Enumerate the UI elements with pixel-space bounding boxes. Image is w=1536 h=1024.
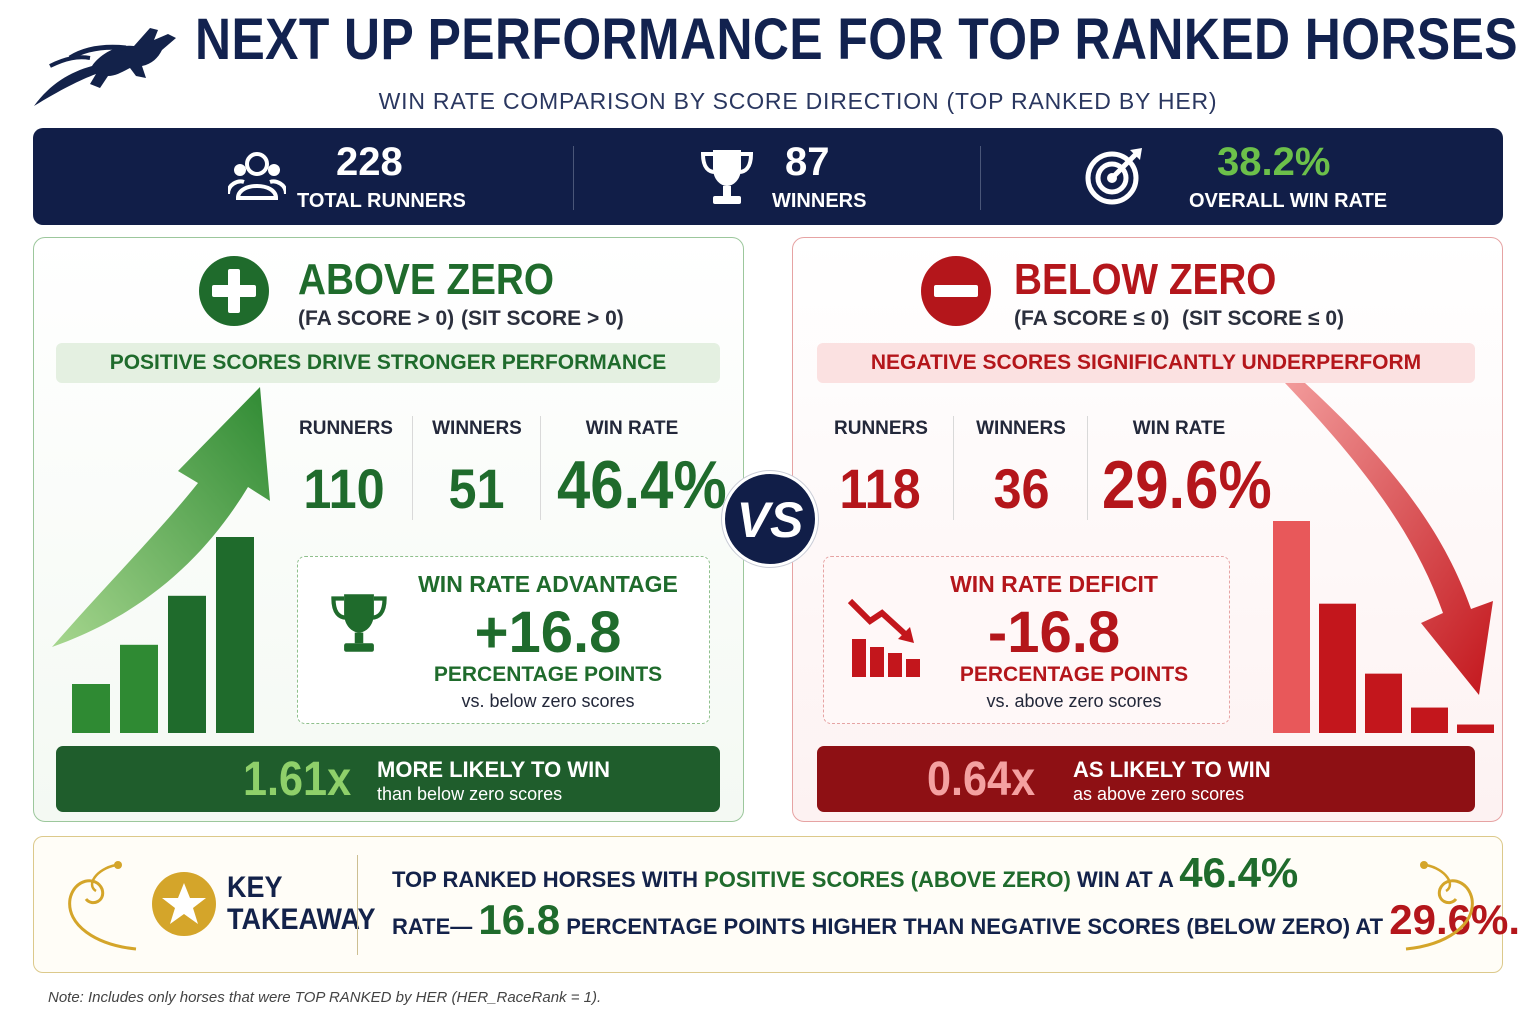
takeaway-title-1: KEY <box>227 871 283 904</box>
above-winrate-value: 46.4% <box>557 447 727 523</box>
total-runners-value: 228 <box>336 140 403 184</box>
above-multiplier-label: MORE LIKELY TO WIN <box>377 757 611 782</box>
takeaway-difference: 16.8 <box>478 896 561 943</box>
below-criteria-fa: (FA SCORE ≤ 0) <box>1014 307 1170 330</box>
above-col-runners: RUNNERS <box>299 418 393 439</box>
divider <box>412 416 413 520</box>
divider <box>540 416 541 520</box>
divider <box>1087 416 1088 520</box>
above-bar <box>168 595 206 733</box>
above-criteria-fa: (FA SCORE > 0) <box>298 307 455 330</box>
deficit-value: -16.8 <box>987 600 1121 665</box>
below-bar <box>1365 673 1402 733</box>
trophy-icon <box>326 590 392 661</box>
below-bar <box>1273 521 1310 733</box>
page-subtitle: WIN RATE COMPARISON BY SCORE DIRECTION (… <box>378 88 1218 114</box>
horse-logo-icon <box>30 14 180 110</box>
advantage-value: +16.8 <box>474 600 622 665</box>
above-bar <box>120 644 158 733</box>
minus-circle-icon <box>920 255 992 332</box>
key-takeaway-panel: KEY TAKEAWAY TOP RANKED HORSES WITH POSI… <box>33 836 1520 973</box>
total-runners-label: TOTAL RUNNERS <box>297 190 466 212</box>
plus-circle-icon <box>198 255 270 332</box>
above-runners-value: 110 <box>303 457 385 520</box>
takeaway-title-2: TAKEAWAY <box>227 903 376 936</box>
below-winrate-value: 29.6% <box>1102 447 1272 523</box>
target-icon <box>1084 144 1146 211</box>
below-winners-value: 36 <box>993 457 1050 520</box>
divider <box>980 146 981 210</box>
below-multiplier-bar: 0.64x AS LIKELY TO WIN as above zero sco… <box>817 746 1475 812</box>
below-banner: NEGATIVE SCORES SIGNIFICANTLY UNDERPERFO… <box>817 343 1475 383</box>
stat-total-runners: 228 TOTAL RUNNERS <box>33 128 573 225</box>
below-bar <box>1411 707 1448 733</box>
footnote: Note: Includes only horses that were TOP… <box>48 989 602 1006</box>
summary-bar: 228 TOTAL RUNNERS 87 WINNERS <box>33 128 1503 225</box>
above-winners-value: 51 <box>448 457 505 520</box>
below-multiplier-label: AS LIKELY TO WIN <box>1073 757 1271 782</box>
above-bar <box>216 537 254 733</box>
advantage-title: WIN RATE ADVANTAGE <box>418 571 678 597</box>
vs-badge: VS <box>722 471 818 567</box>
takeaway-text: WIN AT A <box>1070 867 1180 892</box>
chart-down-icon <box>847 595 922 684</box>
takeaway-above-rate: 46.4% <box>1179 849 1299 896</box>
rising-arrow-chart <box>52 387 270 733</box>
below-bar <box>1319 603 1356 733</box>
above-multiplier-value: 1.61x <box>243 753 352 806</box>
divider <box>573 146 574 210</box>
page-title: NEXT UP PERFORMANCE FOR TOP RANKED HORSE… <box>195 7 1518 72</box>
takeaway-below-rate: 29.6%. <box>1389 896 1520 943</box>
flourish-left-icon <box>68 861 137 951</box>
takeaway-text: PERCENTAGE POINTS HIGHER THAN NEGATIVE S… <box>560 914 1390 939</box>
above-col-winners: WINNERS <box>432 418 522 439</box>
win-rate-advantage-box: WIN RATE ADVANTAGE +16.8 PERCENTAGE POIN… <box>297 556 710 724</box>
takeaway-line-2: RATE— 16.8 PERCENTAGE POINTS HIGHER THAN… <box>392 896 1520 944</box>
takeaway-text: RATE— <box>392 914 479 939</box>
deficit-title: WIN RATE DEFICIT <box>950 571 1158 597</box>
above-banner: POSITIVE SCORES DRIVE STRONGER PERFORMAN… <box>56 343 720 383</box>
winners-label: WINNERS <box>772 190 867 212</box>
takeaway-line-1: TOP RANKED HORSES WITH POSITIVE SCORES (… <box>392 849 1298 897</box>
below-multiplier-sub: as above zero scores <box>1073 784 1245 804</box>
below-zero-panel: BELOW ZERO (FA SCORE ≤ 0) (SIT SCORE ≤ 0… <box>792 237 1503 822</box>
divider <box>953 416 954 520</box>
above-col-winrate: WIN RATE <box>585 418 679 439</box>
below-col-winners: WINNERS <box>976 418 1066 439</box>
below-col-winrate: WIN RATE <box>1132 418 1226 439</box>
above-zero-heading: ABOVE ZERO <box>298 255 555 304</box>
advantage-compare: vs. below zero scores <box>461 691 635 711</box>
below-criteria-sit: (SIT SCORE ≤ 0) <box>1182 307 1345 330</box>
below-runners-value: 118 <box>839 457 921 520</box>
star-badge-icon <box>151 871 217 942</box>
stat-overall-win-rate: 38.2% OVERALL WIN RATE <box>981 128 1503 225</box>
rising-arrow-icon <box>52 387 270 647</box>
above-multiplier-sub: than below zero scores <box>377 784 563 804</box>
stat-winners: 87 WINNERS <box>574 128 979 225</box>
winners-value: 87 <box>785 140 830 184</box>
above-multiplier-bar: 1.61x MORE LIKELY TO WIN than below zero… <box>56 746 720 812</box>
deficit-compare: vs. above zero scores <box>986 691 1162 711</box>
flourish-right-icon <box>1405 861 1474 951</box>
deficit-unit: PERCENTAGE POINTS <box>959 663 1189 686</box>
below-multiplier-value: 0.64x <box>927 753 1036 806</box>
below-zero-heading: BELOW ZERO <box>1014 255 1277 304</box>
takeaway-text: TOP RANKED HORSES WITH <box>392 867 705 892</box>
falling-arrow-chart <box>1273 383 1494 733</box>
win-rate-deficit-box: WIN RATE DEFICIT -16.8 PERCENTAGE POINTS… <box>823 556 1230 724</box>
below-bar <box>1457 724 1494 733</box>
overall-win-rate-label: OVERALL WIN RATE <box>1189 190 1388 212</box>
falling-arrow-icon <box>1285 383 1493 695</box>
advantage-unit: PERCENTAGE POINTS <box>433 663 663 686</box>
takeaway-positive: POSITIVE SCORES (ABOVE ZERO) <box>704 867 1071 892</box>
above-criteria-sit: (SIT SCORE > 0) <box>461 307 624 330</box>
divider <box>357 855 358 955</box>
below-col-runners: RUNNERS <box>834 418 928 439</box>
users-icon <box>226 148 288 209</box>
above-zero-panel: ABOVE ZERO (FA SCORE > 0) (SIT SCORE > 0… <box>33 237 744 822</box>
trophy-icon <box>699 146 755 213</box>
overall-win-rate-value: 38.2% <box>1217 140 1331 184</box>
above-bar <box>72 684 110 733</box>
